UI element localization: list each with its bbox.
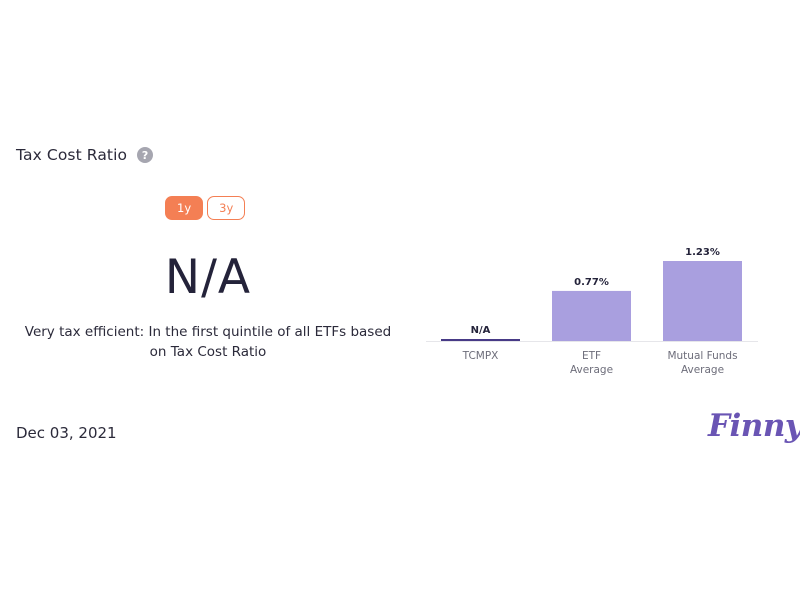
tax-cost-ratio-value: N/A xyxy=(164,250,252,305)
bar-1 xyxy=(552,290,631,341)
bar-0 xyxy=(441,339,520,341)
period-tabs: 1y 3y xyxy=(165,196,246,220)
bar-2 xyxy=(663,261,742,341)
category-label-1: ETF Average xyxy=(570,350,613,376)
category-label-2: Mutual Funds Average xyxy=(667,350,737,376)
finny-logo: Finny xyxy=(708,408,800,444)
bar-value-label-2: 1.23% xyxy=(685,247,720,258)
bar-value-label-0: N/A xyxy=(471,325,491,336)
as-of-date: Dec 03, 2021 xyxy=(16,424,117,442)
category-label-0: TCMPX xyxy=(462,350,499,362)
title-row: Tax Cost Ratio ? xyxy=(16,146,154,164)
section-title: Tax Cost Ratio xyxy=(16,146,128,164)
tab-1y[interactable]: 1y xyxy=(165,196,204,220)
bar-value-label-1: 0.77% xyxy=(574,277,609,288)
tax-efficiency-description: Very tax efficient: In the first quintil… xyxy=(24,324,392,360)
tab-3y[interactable]: 3y xyxy=(207,196,246,220)
question-circle-icon[interactable]: ? xyxy=(137,147,154,163)
